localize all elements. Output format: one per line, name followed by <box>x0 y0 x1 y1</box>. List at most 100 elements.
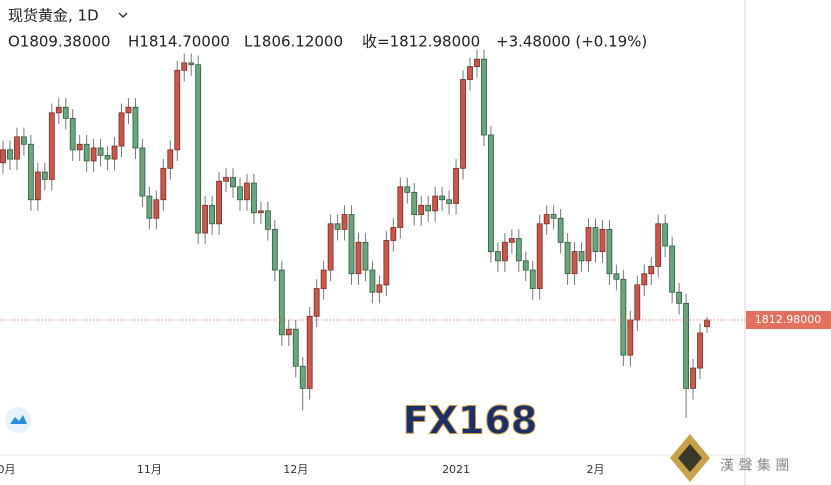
candle-body <box>306 315 313 389</box>
candle-body <box>536 223 543 289</box>
candle-body <box>606 228 613 275</box>
ohlc-value: L1806.12000 <box>244 33 343 51</box>
candle-body <box>446 199 452 204</box>
candle-body <box>376 284 383 293</box>
candle-body <box>355 241 362 275</box>
candle-body <box>327 223 334 271</box>
candle-body <box>390 227 397 241</box>
candle-body <box>488 134 494 252</box>
candle-body <box>230 177 236 188</box>
candle-body <box>62 106 69 119</box>
candle-body <box>146 195 153 219</box>
candle-body <box>278 269 285 336</box>
candle-body <box>313 288 320 317</box>
candle-body <box>21 136 27 145</box>
candle-body <box>202 204 209 234</box>
ohlc-value: +3.48000 (+0.19%) <box>496 33 647 51</box>
candle-body <box>48 112 55 180</box>
candle-body <box>383 240 390 286</box>
candle-body <box>460 79 466 169</box>
candle-body <box>285 328 292 336</box>
brand-logo <box>670 434 710 482</box>
candle-body <box>453 167 459 204</box>
candle-body <box>683 302 689 389</box>
candle-body <box>557 217 564 243</box>
candle-body <box>515 238 522 262</box>
candle-body <box>439 195 446 201</box>
candle-body <box>585 227 592 262</box>
candle-body <box>69 117 76 151</box>
candle-body <box>118 112 125 147</box>
logo-icon <box>5 407 31 433</box>
candle-body <box>27 143 34 201</box>
candle-body <box>34 171 41 201</box>
last-price-label: 1812.98000 <box>755 313 821 326</box>
candle-body <box>292 328 299 367</box>
candle-body <box>76 143 83 151</box>
candle-body <box>7 149 13 160</box>
candle-body <box>529 269 536 289</box>
candle-body <box>41 171 48 180</box>
candle-body <box>14 136 20 160</box>
candle-body <box>627 319 634 356</box>
candle-body <box>216 180 222 225</box>
candle-body <box>704 319 710 328</box>
chevron-icon <box>118 12 128 19</box>
candle-body <box>237 186 243 201</box>
candle-body <box>0 149 6 164</box>
brand-text: 漢 聲 集 團 <box>720 457 789 474</box>
x-tick-label: 2021 <box>442 463 470 476</box>
candle-body <box>669 245 676 293</box>
candle-body <box>697 332 703 369</box>
candle-body <box>55 106 62 114</box>
candle-body <box>111 145 118 160</box>
candle-body <box>522 260 529 271</box>
candle-body <box>592 227 599 252</box>
candle-body <box>271 228 278 271</box>
candle-body <box>571 251 578 275</box>
plot <box>0 49 710 419</box>
logo-shape <box>10 415 27 424</box>
brand-diamond-inner <box>678 444 702 472</box>
candle-body <box>494 251 501 262</box>
candle-body <box>418 204 425 215</box>
candle-body <box>90 147 97 162</box>
candle-body <box>244 182 250 201</box>
x-tick-label: 2月 <box>586 463 604 476</box>
candle-body <box>690 367 696 389</box>
candle-body <box>641 273 648 286</box>
candle-body <box>404 186 411 193</box>
candle-body <box>125 106 132 114</box>
candle-body <box>209 204 216 225</box>
candle-body <box>397 186 404 228</box>
candle-body <box>655 223 662 267</box>
candle-body <box>676 291 683 304</box>
candle-body <box>258 210 264 214</box>
x-tick-label: 10月 <box>0 463 16 476</box>
ohlc-value: 收=1812.98000 <box>362 33 480 51</box>
candle-body <box>104 154 111 160</box>
candle-body <box>613 273 620 280</box>
watermark: FX168 <box>403 399 538 443</box>
candle-body <box>662 223 669 247</box>
candle-body <box>299 365 306 389</box>
candle-body <box>550 214 557 219</box>
candle-body <box>578 251 585 262</box>
candle-body <box>97 147 104 156</box>
candle-body <box>132 106 139 149</box>
candle-body <box>620 278 627 356</box>
candle-body <box>195 64 202 234</box>
chart-title: 现货黄金, 1D <box>8 7 99 25</box>
candle-body <box>474 58 480 67</box>
candle-body <box>139 147 146 197</box>
candle-body <box>411 191 418 215</box>
candle-body <box>432 195 439 212</box>
candle-body <box>481 58 487 136</box>
candle-body <box>341 214 348 230</box>
candle-body <box>648 265 655 275</box>
ohlc-value: H1814.70000 <box>128 33 230 51</box>
candle-body <box>160 167 167 201</box>
candle-body <box>362 241 369 271</box>
